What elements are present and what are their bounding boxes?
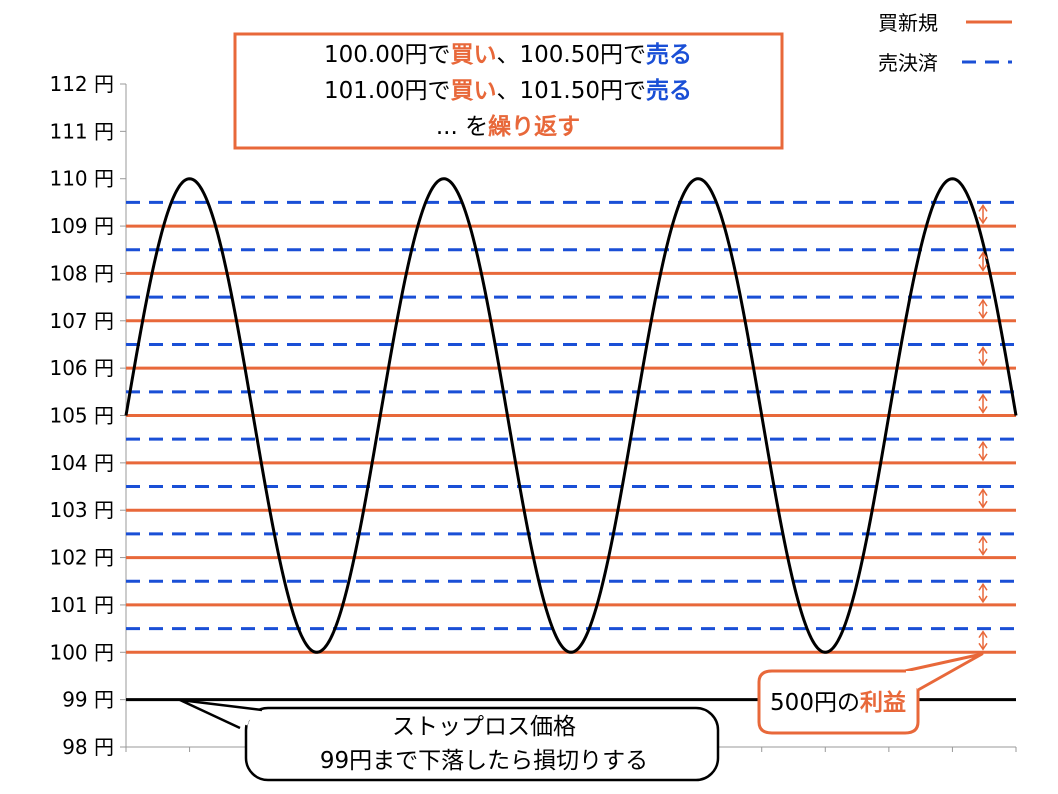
profit-arrow-head-up: [978, 630, 988, 639]
profit-arrow: [978, 251, 988, 272]
profit-callout-text: 500円の利益: [770, 689, 906, 716]
profit-arrow-head-up: [978, 298, 988, 307]
y-tick-label: 107 円: [49, 309, 114, 333]
profit-arrow-head-up: [978, 346, 988, 354]
y-tick-label: 108 円: [49, 261, 114, 285]
profit-arrow: [978, 440, 988, 462]
y-tick-label: 112 円: [49, 72, 114, 96]
profit-arrow: [978, 204, 988, 225]
profit-arrows: [978, 204, 988, 651]
price-series: [124, 177, 1018, 654]
top-annotation-line1: 100.00円で買い、100.50円で売る: [324, 42, 692, 68]
stop-loss-callout-pointer: [178, 698, 263, 730]
profit-arrow-head-up: [978, 251, 988, 260]
profit-arrow-head-down: [978, 595, 988, 604]
y-tick-label: 99 円: [62, 688, 114, 712]
legend: 買新規 売決済: [878, 11, 1012, 75]
legend-buy-label: 買新規: [878, 11, 938, 35]
profit-arrow-head-up: [978, 488, 988, 496]
y-tick-label: 98 円: [62, 735, 114, 759]
stop-loss-callout-line1: ストップロス価格: [392, 714, 576, 740]
profit-arrow: [978, 535, 988, 556]
stop-loss-callout-box: [244, 706, 720, 782]
profit-arrow-head-down: [978, 264, 988, 272]
profit-arrow: [978, 488, 988, 509]
profit-arrow: [978, 393, 988, 414]
top-annotation-line2: 101.00円で買い、101.50円で売る: [324, 78, 692, 104]
profit-arrow-head-down: [978, 548, 988, 556]
top-annotation-line3: ... を繰り返す: [436, 113, 580, 140]
stop-loss-callout-line2: 99円まで下落したら損切りする: [320, 748, 648, 774]
profit-arrow-head-down: [978, 216, 988, 225]
profit-arrow-head-down: [978, 453, 988, 462]
y-tick-label: 104 円: [49, 451, 114, 475]
legend-sell-label: 売決済: [878, 51, 938, 75]
profit-arrow-head-down: [978, 500, 988, 509]
profit-arrow: [978, 630, 988, 651]
stop-loss-callout: ストップロス価格 99円まで下落したら損切りする: [178, 698, 720, 782]
profit-arrow: [978, 346, 988, 367]
profit-arrow-head-up: [978, 582, 988, 591]
profit-arrow-head-up: [978, 440, 988, 449]
y-tick-label: 105 円: [49, 404, 114, 428]
price-line: [124, 177, 1018, 654]
top-annotation: 100.00円で買い、100.50円で売る 101.00円で買い、101.50円…: [233, 32, 784, 150]
y-tick-label: 106 円: [49, 356, 114, 380]
profit-arrow: [978, 582, 988, 604]
y-tick-label: 102 円: [49, 546, 114, 570]
profit-arrow-head-down: [978, 406, 988, 414]
profit-arrow-head-down: [978, 311, 988, 320]
y-tick-label: 109 円: [49, 214, 114, 238]
profit-arrow-head-up: [978, 535, 988, 544]
top-annotation-box: [233, 32, 784, 150]
y-tick-label: 111 円: [49, 119, 114, 143]
profit-callout: 500円の利益: [757, 652, 984, 735]
y-tick-label: 100 円: [49, 640, 114, 664]
profit-arrow: [978, 298, 988, 320]
sell-levels: [126, 200, 1016, 631]
profit-arrow-head-down: [978, 642, 988, 651]
profit-arrow-head-up: [978, 393, 988, 402]
y-tick-label: 110 円: [49, 167, 114, 191]
profit-arrow-head-up: [978, 204, 988, 212]
buy-levels: [126, 224, 1016, 654]
profit-arrow-head-down: [978, 358, 988, 367]
y-axis: 98 円 99 円 100 円 101 円 102 円 103 円 104 円 105 円 10…: [49, 72, 1017, 759]
y-tick-label: 101 円: [49, 593, 114, 617]
y-tick-label: 103 円: [49, 498, 114, 522]
profit-callout-pointer: [904, 652, 984, 692]
